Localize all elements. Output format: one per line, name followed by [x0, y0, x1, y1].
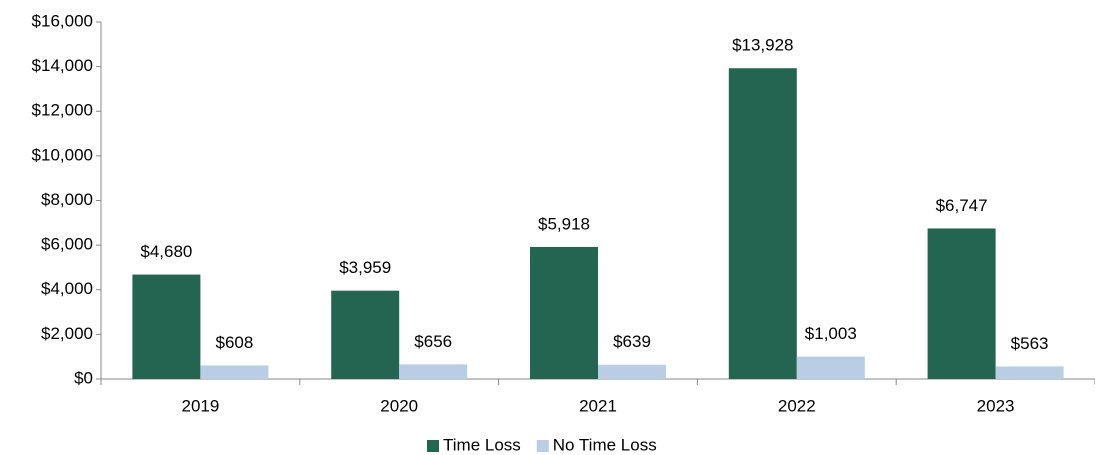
- y-tick-label: $6,000: [41, 235, 93, 254]
- y-tick-label: $12,000: [32, 101, 93, 120]
- y-tick-label: $16,000: [32, 11, 93, 30]
- data-label: $639: [613, 332, 651, 351]
- bar: [796, 356, 865, 379]
- data-label: $656: [414, 332, 452, 351]
- x-tick-label: 2023: [977, 396, 1015, 415]
- bar: [927, 228, 996, 379]
- legend-swatch: [427, 440, 439, 452]
- y-tick-label: $8,000: [41, 190, 93, 209]
- legend-label: Time Loss: [443, 435, 521, 454]
- x-tick-label: 2022: [778, 396, 816, 415]
- x-tick-label: 2021: [579, 396, 617, 415]
- bar: [598, 364, 666, 379]
- legend-swatch: [536, 440, 549, 452]
- y-tick-label: $0: [74, 368, 93, 387]
- y-tick-label: $2,000: [41, 324, 93, 343]
- data-label: $13,928: [732, 36, 793, 55]
- data-label: $4,680: [140, 242, 192, 261]
- data-label: $3,959: [339, 258, 391, 277]
- bar: [728, 68, 797, 379]
- bar: [995, 366, 1064, 379]
- data-label: $608: [215, 333, 253, 352]
- y-tick-label: $10,000: [32, 145, 93, 164]
- legend-label: No Time Loss: [553, 435, 657, 454]
- bar: [399, 364, 468, 379]
- data-label: $5,918: [538, 214, 590, 233]
- x-tick-label: 2019: [181, 396, 219, 415]
- bar: [331, 290, 400, 379]
- data-label: $1,003: [805, 324, 857, 343]
- y-tick-label: $4,000: [41, 279, 93, 298]
- data-label: $6,747: [936, 196, 988, 215]
- y-tick-label: $14,000: [32, 56, 93, 75]
- bar: [530, 246, 598, 379]
- bar: [200, 365, 269, 379]
- bar: [132, 274, 201, 379]
- data-label: $563: [1011, 334, 1049, 353]
- x-tick-label: 2020: [380, 396, 418, 415]
